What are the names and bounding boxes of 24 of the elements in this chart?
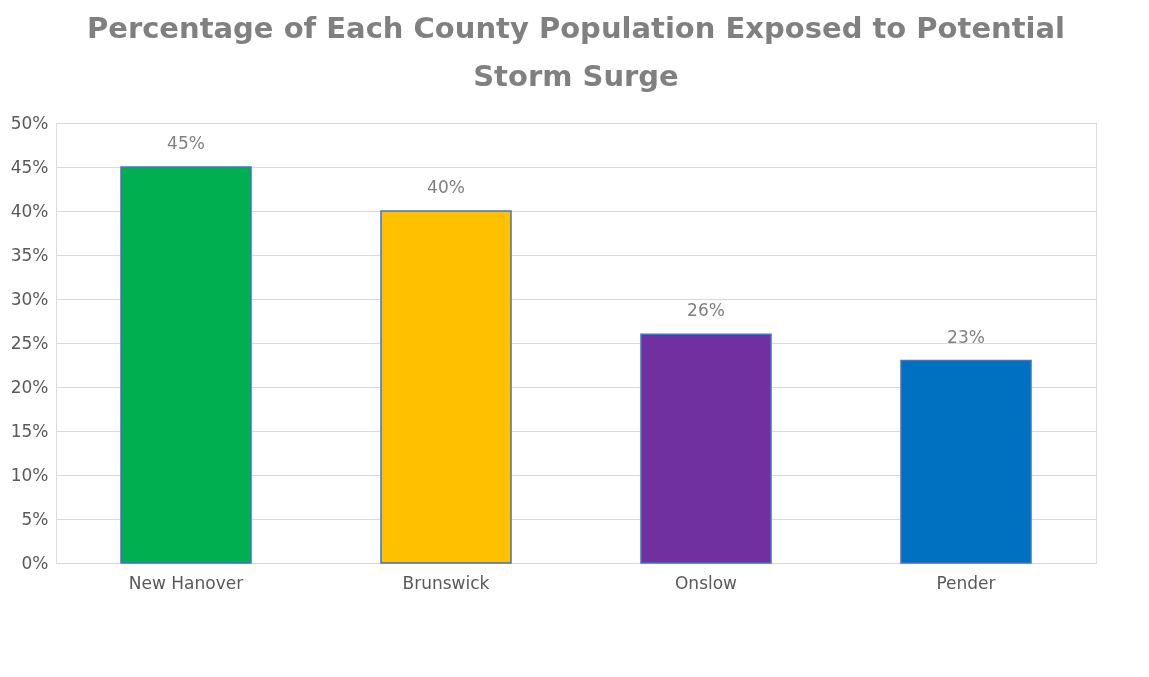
data-label: 45% [167, 133, 205, 153]
bar [640, 333, 772, 564]
data-label: 40% [427, 177, 465, 197]
bar [900, 359, 1032, 564]
y-tick-label: 35% [10, 244, 49, 265]
y-tick-label: 30% [10, 288, 49, 309]
y-tick-label: 40% [10, 200, 49, 221]
y-tick-label: 20% [10, 376, 49, 397]
data-label: 23% [947, 326, 985, 347]
y-tick-label: 10% [10, 464, 49, 485]
y-tick-label: 25% [10, 332, 49, 353]
x-tick-label: Onslow [674, 572, 738, 593]
x-tick-label: New Hanover [128, 572, 244, 593]
y-tick-label: 45% [10, 156, 49, 177]
y-tick-label: 15% [10, 420, 49, 441]
chart-title: Percentage of Each County Population Exposed to Potential Storm Surge [86, 11, 1066, 93]
bar [380, 210, 512, 564]
y-tick-label: 0% [21, 552, 49, 573]
x-tick-label: Brunswick [402, 572, 490, 593]
bar [120, 166, 252, 564]
data-label: 26% [687, 300, 725, 321]
y-tick-label: 50% [10, 112, 49, 133]
y-tick-label: 5% [21, 508, 49, 529]
x-tick-label: Pender [936, 572, 996, 593]
